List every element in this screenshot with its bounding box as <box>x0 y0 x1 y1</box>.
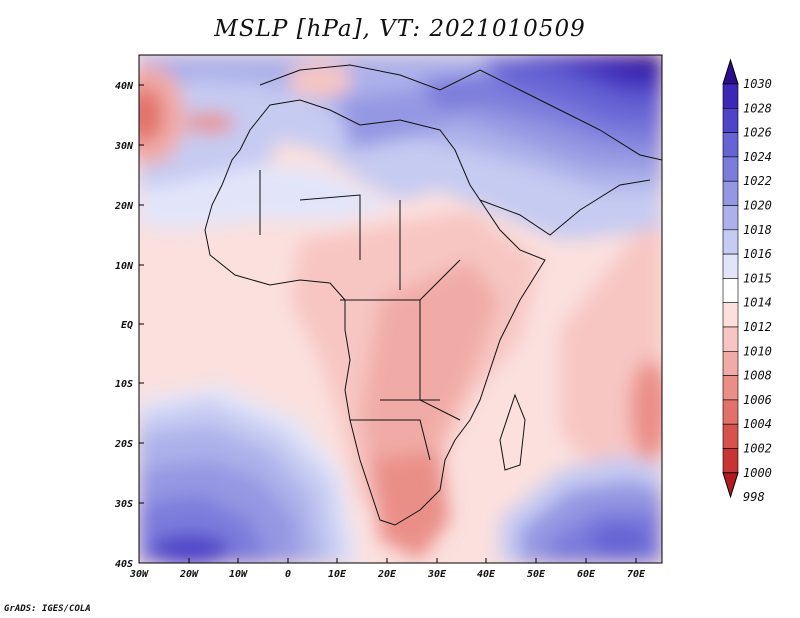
colorbar-label: 1018 <box>743 223 772 237</box>
colorbar-top-arrow <box>722 58 739 85</box>
lon-tick-label: 60E <box>577 569 596 580</box>
colorbar-label: 1000 <box>743 466 772 480</box>
colorbar-label: 1028 <box>743 101 772 115</box>
lat-tick-label: 30N <box>114 141 134 152</box>
colorbar-label: 1014 <box>743 296 772 310</box>
lon-tick-label: 30E <box>427 569 447 580</box>
lon-tick-label: 70E <box>627 569 646 580</box>
lon-tick-label: 20E <box>377 569 397 580</box>
colorbar-label: 998 <box>743 490 765 504</box>
colorbar-swatch <box>722 180 739 206</box>
map-frame <box>138 54 663 564</box>
lon-tick-label: 0 <box>285 569 291 580</box>
lat-tick-label: 10S <box>115 379 133 390</box>
colorbar-swatch <box>722 375 739 401</box>
colorbar-label: 1002 <box>743 442 772 456</box>
lat-tick-label: EQ <box>121 320 133 331</box>
lon-tick-label: 30W <box>129 569 149 580</box>
colorbar-swatch <box>722 253 739 279</box>
lat-tick-label: 40N <box>115 81 134 92</box>
grads-credit: GrADS: IGES/COLA <box>4 604 91 614</box>
colorbar-swatch <box>722 302 739 328</box>
colorbar-swatch <box>722 326 739 352</box>
colorbar-swatch <box>722 278 739 303</box>
colorbar-swatch <box>722 83 739 109</box>
colorbar-label: 1016 <box>743 247 772 261</box>
colorbar-swatch <box>722 448 739 474</box>
lon-tick-label: 10W <box>229 569 248 580</box>
lat-tick-label: 30S <box>114 499 133 510</box>
colorbar-label: 1008 <box>743 369 772 383</box>
longitude-axis: 30W 20W 10W 0 10E 20E 30E 40E 50E 60E 70… <box>129 558 646 580</box>
coastlines <box>204 64 662 526</box>
colorbar: 1030 1028 1026 1024 1022 1020 1018 1016 1015 1014… <box>722 58 772 504</box>
colorbar-label: 1020 <box>743 199 772 213</box>
colorbar-swatch <box>722 423 739 449</box>
colorbar-label: 1006 <box>743 393 772 407</box>
colorbar-swatch <box>722 205 739 231</box>
colorbar-label: 1022 <box>743 174 772 188</box>
colorbar-bottom-arrow <box>722 472 739 499</box>
colorbar-label: 1015 <box>743 271 772 285</box>
colorbar-label: 1030 <box>743 77 772 91</box>
colorbar-label: 1010 <box>743 344 772 358</box>
lon-tick-label: 40E <box>477 569 496 580</box>
colorbar-label: 1012 <box>743 320 772 334</box>
colorbar-label: 1024 <box>743 150 772 164</box>
colorbar-swatch <box>722 350 739 376</box>
lon-tick-label: 10E <box>328 569 347 580</box>
pressure-field <box>139 55 662 563</box>
colorbar-swatch <box>722 229 739 255</box>
colorbar-swatch <box>722 156 739 182</box>
colorbar-label: 1026 <box>743 126 772 140</box>
lon-tick-label: 20W <box>179 569 199 580</box>
lat-tick-label: 20N <box>114 201 134 212</box>
map-title: MSLP [hPa], VT: 2021010509 <box>214 16 586 42</box>
colorbar-swatch <box>722 132 739 158</box>
colorbar-swatch <box>722 399 739 425</box>
lat-tick-label: 40S <box>115 559 133 570</box>
latitude-axis: 40N 30N 20N 10N EQ 10S 20S 30S 40S <box>114 81 144 570</box>
lat-tick-label: 10N <box>115 261 134 272</box>
lat-tick-label: 20S <box>114 439 133 450</box>
colorbar-label: 1004 <box>743 417 772 431</box>
lon-tick-label: 50E <box>527 569 546 580</box>
colorbar-swatch <box>722 108 739 133</box>
